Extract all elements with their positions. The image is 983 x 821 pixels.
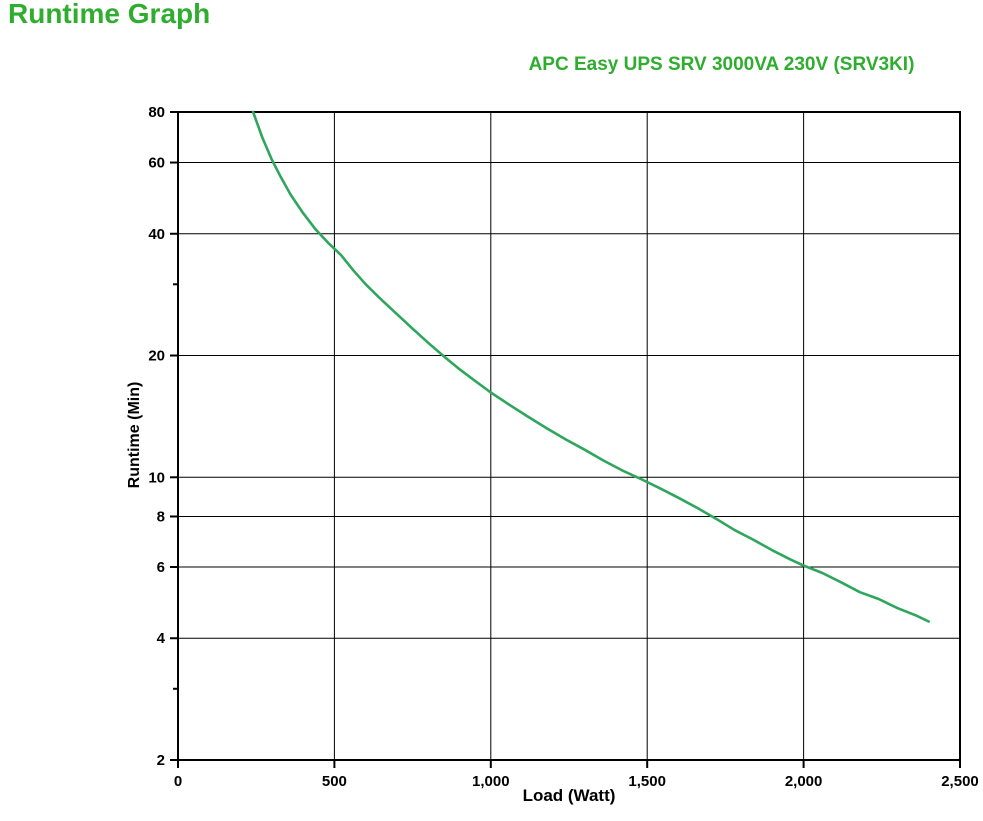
x-tick-label: 1,500 bbox=[628, 773, 666, 790]
runtime-curve bbox=[251, 110, 930, 623]
x-tick-label: 2,000 bbox=[785, 773, 823, 790]
chart-subtitle: APC Easy UPS SRV 3000VA 230V (SRV3KI) bbox=[528, 54, 915, 75]
x-tick-label: 1,000 bbox=[472, 773, 510, 790]
plot-border bbox=[177, 111, 961, 761]
y-axis-label: Runtime (Min) bbox=[126, 381, 143, 489]
y-tick-label: 2 bbox=[157, 752, 165, 769]
y-tick-label: 6 bbox=[157, 559, 165, 576]
x-tick-label: 500 bbox=[322, 773, 347, 790]
y-tick-label: 60 bbox=[148, 155, 165, 172]
page-title: Runtime Graph bbox=[8, 0, 211, 29]
y-tick-label: 40 bbox=[148, 226, 165, 243]
y-tick-label: 8 bbox=[157, 508, 165, 525]
x-tick-label: 2,500 bbox=[941, 773, 979, 790]
y-tick-label: 80 bbox=[148, 104, 165, 121]
y-tick-label: 4 bbox=[157, 630, 166, 647]
y-tick-label: 10 bbox=[148, 469, 165, 486]
x-tick-label: 0 bbox=[174, 773, 182, 790]
x-axis-label: Load (Watt) bbox=[522, 786, 616, 805]
y-tick-label: 20 bbox=[148, 348, 165, 365]
